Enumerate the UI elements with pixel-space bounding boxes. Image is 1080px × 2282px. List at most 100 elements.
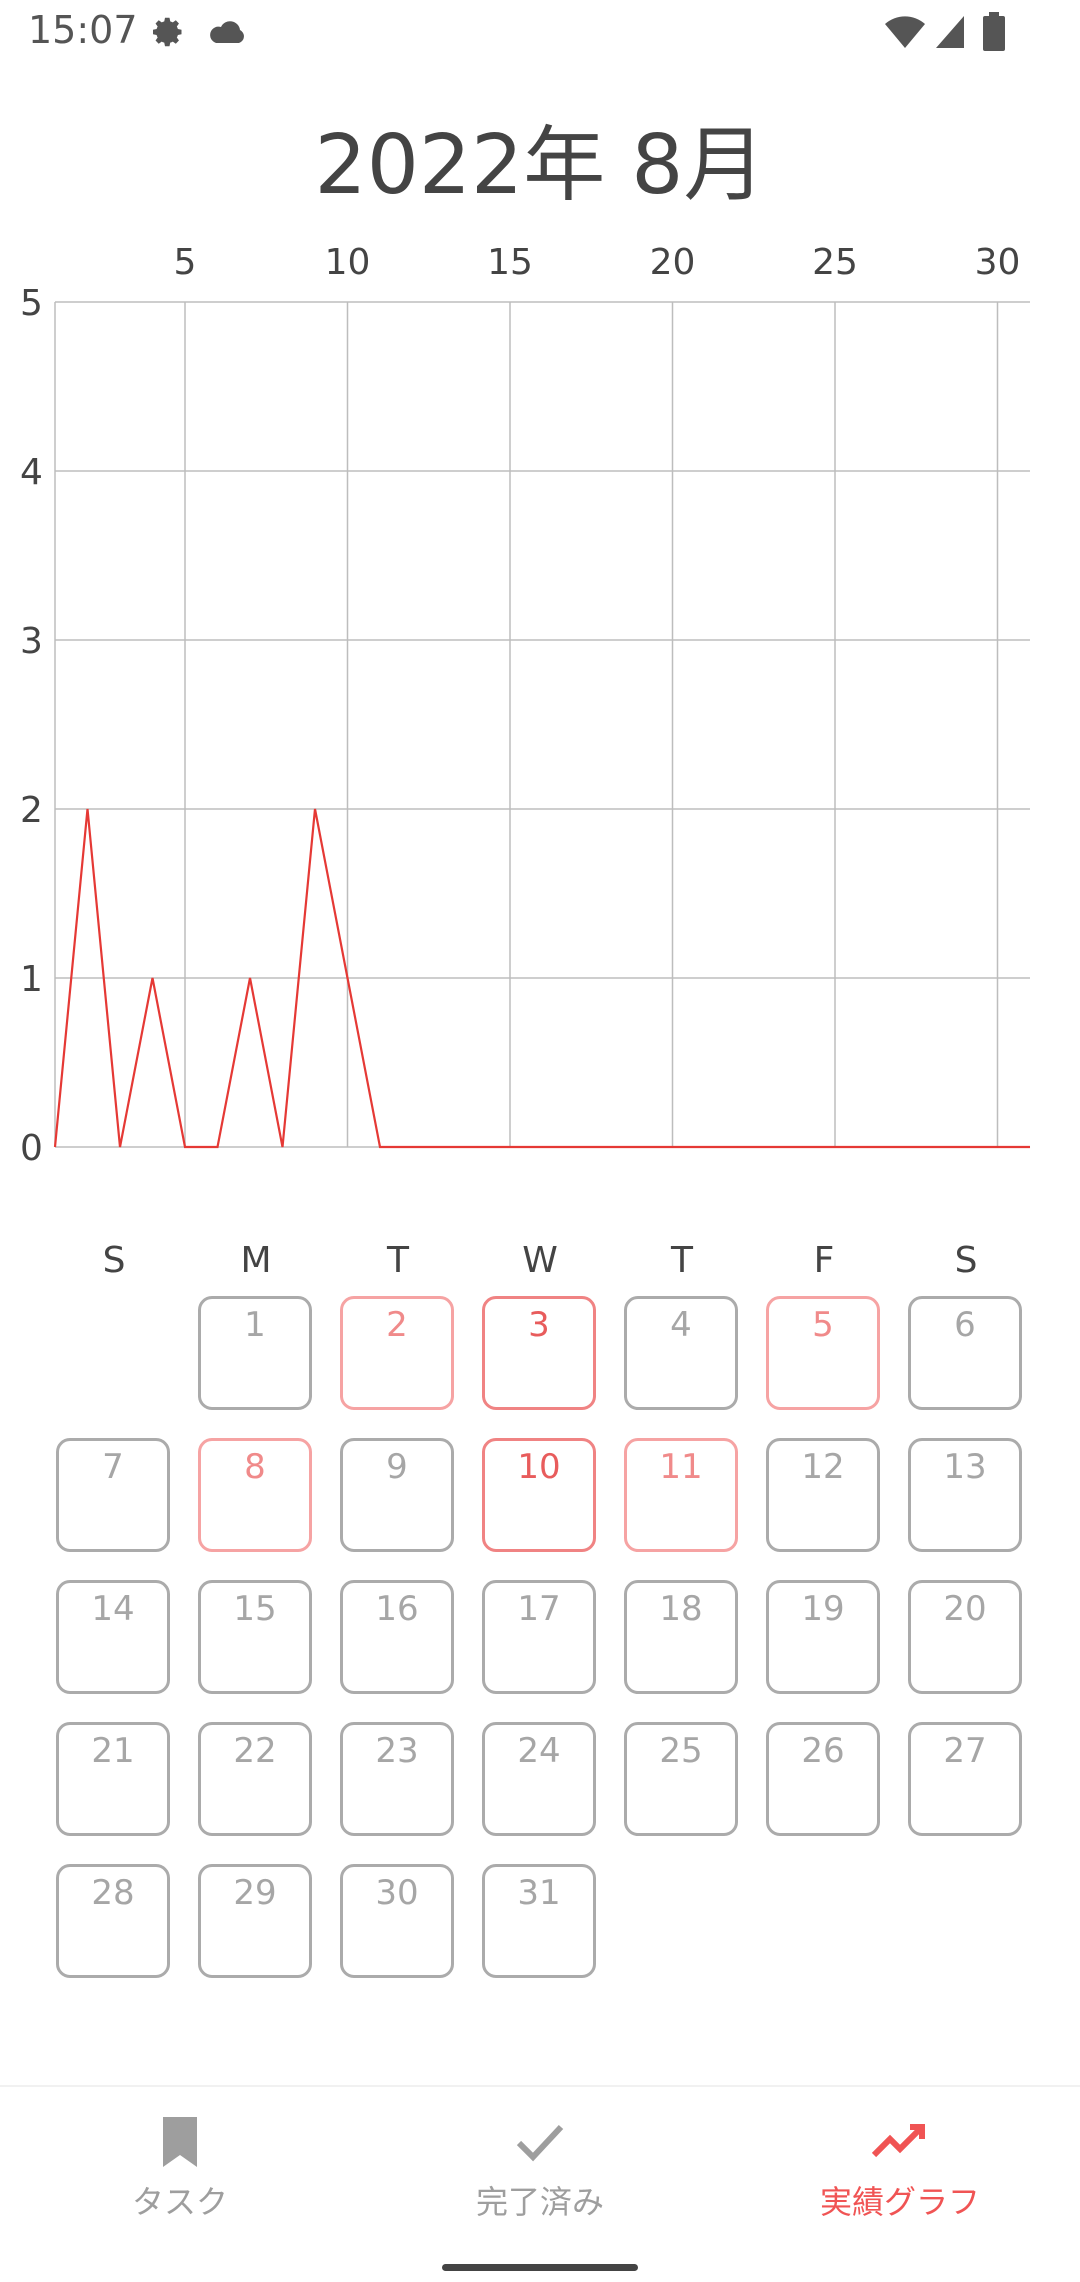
calendar-day-number: 21 <box>91 1731 134 1771</box>
x-tick-label: 5 <box>174 242 197 283</box>
nav-achievement-graph-label: 実績グラフ <box>780 2177 1020 2223</box>
calendar-day-number: 19 <box>801 1589 844 1629</box>
calendar-day-30[interactable]: 30 <box>340 1864 454 1978</box>
nav-achievement-graph[interactable]: 実績グラフ <box>780 2117 1020 2223</box>
calendar-day-18[interactable]: 18 <box>624 1580 738 1694</box>
calendar-day-12[interactable]: 12 <box>766 1438 880 1552</box>
calendar-day-number: 2 <box>386 1305 408 1345</box>
calendar-day-26[interactable]: 26 <box>766 1722 880 1836</box>
calendar-day-number: 7 <box>102 1447 124 1487</box>
nav-tasks[interactable]: タスク <box>60 2117 300 2223</box>
nav-completed[interactable]: 完了済み <box>420 2117 660 2223</box>
calendar-day-number: 18 <box>659 1589 702 1629</box>
check-icon <box>515 2152 565 2171</box>
calendar-day-number: 1 <box>244 1305 266 1345</box>
calendar-day-number: 5 <box>812 1305 834 1345</box>
calendar-day-number: 11 <box>659 1447 702 1487</box>
calendar-day-25[interactable]: 25 <box>624 1722 738 1836</box>
x-tick-label: 20 <box>650 242 696 283</box>
battery-icon <box>982 12 1006 56</box>
calendar-day-24[interactable]: 24 <box>482 1722 596 1836</box>
calendar-day-number: 8 <box>244 1447 266 1487</box>
signal-icon <box>934 14 966 54</box>
calendar-day-6[interactable]: 6 <box>908 1296 1022 1410</box>
y-tick-label: 5 <box>20 283 43 324</box>
y-tick-label: 1 <box>20 959 43 1000</box>
status-time: 15:07 <box>28 8 138 52</box>
weekday-thu: T <box>623 1240 741 1281</box>
calendar-day-9[interactable]: 9 <box>340 1438 454 1552</box>
calendar-day-5[interactable]: 5 <box>766 1296 880 1410</box>
cloud-icon <box>208 18 248 50</box>
calendar-day-8[interactable]: 8 <box>198 1438 312 1552</box>
y-tick-label: 3 <box>20 621 43 662</box>
calendar-day-number: 3 <box>528 1305 550 1345</box>
calendar-day-number: 31 <box>517 1873 560 1913</box>
trending-up-icon <box>872 2152 928 2171</box>
calendar-day-23[interactable]: 23 <box>340 1722 454 1836</box>
calendar-day-20[interactable]: 20 <box>908 1580 1022 1694</box>
calendar-day-21[interactable]: 21 <box>56 1722 170 1836</box>
weekday-tue: T <box>339 1240 457 1281</box>
calendar-day-number: 6 <box>954 1305 976 1345</box>
status-bar: 15:07 <box>0 0 1080 66</box>
calendar-day-number: 29 <box>233 1873 276 1913</box>
calendar-day-2[interactable]: 2 <box>340 1296 454 1410</box>
calendar-day-number: 12 <box>801 1447 844 1487</box>
calendar-day-3[interactable]: 3 <box>482 1296 596 1410</box>
calendar-day-number: 14 <box>91 1589 134 1629</box>
calendar-day-15[interactable]: 15 <box>198 1580 312 1694</box>
calendar-day-number: 17 <box>517 1589 560 1629</box>
calendar-day-14[interactable]: 14 <box>56 1580 170 1694</box>
calendar-day-22[interactable]: 22 <box>198 1722 312 1836</box>
calendar-day-number: 10 <box>517 1447 560 1487</box>
calendar-day-number: 16 <box>375 1589 418 1629</box>
y-tick-label: 2 <box>20 790 43 831</box>
calendar-day-11[interactable]: 11 <box>624 1438 738 1552</box>
calendar-day-number: 30 <box>375 1873 418 1913</box>
chart-grid <box>55 302 1030 1147</box>
nav-completed-label: 完了済み <box>420 2177 660 2223</box>
weekday-header: S M T W T F S <box>0 1240 1080 1290</box>
calendar-day-number: 27 <box>943 1731 986 1771</box>
calendar-day-4[interactable]: 4 <box>624 1296 738 1410</box>
calendar-day-10[interactable]: 10 <box>482 1438 596 1552</box>
calendar-day-28[interactable]: 28 <box>56 1864 170 1978</box>
calendar-day-number: 4 <box>670 1305 692 1345</box>
calendar-day-number: 23 <box>375 1731 418 1771</box>
calendar-day-number: 20 <box>943 1589 986 1629</box>
calendar-day-number: 22 <box>233 1731 276 1771</box>
calendar-day-number: 26 <box>801 1731 844 1771</box>
y-tick-label: 0 <box>20 1128 43 1169</box>
chart-x-ticks: 5 10 15 20 25 30 <box>174 242 1021 283</box>
calendar-day-number: 13 <box>943 1447 986 1487</box>
calendar-day-17[interactable]: 17 <box>482 1580 596 1694</box>
bookmark-icon <box>159 2152 201 2171</box>
calendar-day-number: 15 <box>233 1589 276 1629</box>
x-tick-label: 25 <box>812 242 858 283</box>
weekday-sat: S <box>907 1240 1025 1281</box>
gear-icon <box>150 14 186 54</box>
calendar-day-number: 24 <box>517 1731 560 1771</box>
weekday-fri: F <box>765 1240 883 1281</box>
calendar-day-31[interactable]: 31 <box>482 1864 596 1978</box>
weekday-sun: S <box>55 1240 173 1281</box>
calendar-day-29[interactable]: 29 <box>198 1864 312 1978</box>
gesture-bar <box>442 2264 638 2271</box>
calendar-day-7[interactable]: 7 <box>56 1438 170 1552</box>
calendar-day-19[interactable]: 19 <box>766 1580 880 1694</box>
calendar-day-27[interactable]: 27 <box>908 1722 1022 1836</box>
x-tick-label: 10 <box>325 242 371 283</box>
x-tick-label: 30 <box>975 242 1021 283</box>
nav-tasks-label: タスク <box>60 2177 300 2223</box>
calendar-day-16[interactable]: 16 <box>340 1580 454 1694</box>
x-tick-label: 15 <box>487 242 533 283</box>
bottom-navigation: タスク 完了済み 実績グラフ <box>0 2085 1080 2282</box>
weekday-wed: W <box>481 1240 599 1281</box>
weekday-mon: M <box>197 1240 315 1281</box>
calendar-day-13[interactable]: 13 <box>908 1438 1022 1552</box>
calendar-day-1[interactable]: 1 <box>198 1296 312 1410</box>
